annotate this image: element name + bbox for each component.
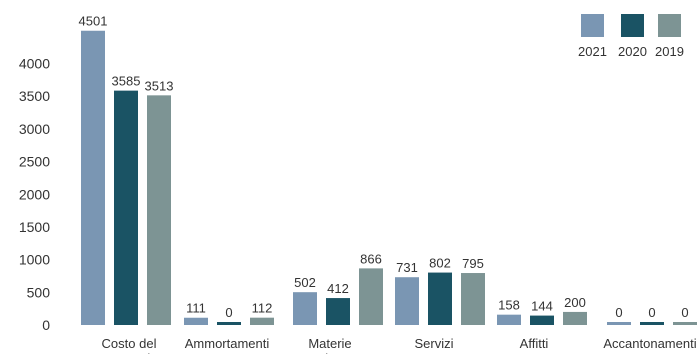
bar-2020-1 [114, 90, 138, 326]
bar-2021-4 [395, 277, 419, 325]
bar-2020-6 [640, 322, 664, 325]
legend-label: 2019 [655, 44, 684, 59]
bar-2021-3 [293, 292, 317, 325]
y-tick-label: 1000 [19, 252, 50, 268]
legend-swatch-2020 [621, 14, 644, 37]
x-category-label-line: Costo del [102, 336, 157, 351]
x-category-label: Accantonamenti [603, 336, 696, 351]
bar-2021-6 [607, 322, 631, 325]
legend-label: 2021 [578, 44, 607, 59]
data-label: 866 [360, 251, 382, 266]
y-tick-label: 2500 [19, 154, 50, 170]
bar-2020-2 [217, 322, 241, 325]
data-label: 144 [531, 299, 553, 314]
bar-2020-3 [326, 298, 350, 325]
bar-2019-4 [461, 273, 485, 325]
bar-2019-2 [250, 317, 274, 325]
data-label: 0 [648, 305, 655, 320]
data-label: 502 [294, 275, 316, 290]
bar-2019-1 [147, 95, 171, 326]
legend-swatch-2021 [581, 14, 604, 37]
data-label: 0 [681, 305, 688, 320]
data-label: 795 [462, 256, 484, 271]
y-tick-label: 3500 [19, 88, 50, 104]
data-label: 3585 [112, 74, 141, 89]
data-label: 731 [396, 260, 418, 275]
bar-2019-6 [673, 322, 697, 325]
bar-2019-5 [563, 311, 587, 325]
x-category-label: Ammortamenti [185, 336, 270, 351]
data-label: 200 [564, 295, 586, 310]
data-label: 111 [186, 301, 206, 316]
y-tick-label: 2000 [19, 186, 50, 202]
data-label: 4501 [79, 14, 108, 29]
y-tick-label: 1500 [19, 219, 50, 235]
data-label: 0 [225, 305, 232, 320]
data-label: 112 [252, 301, 273, 316]
data-label: 158 [498, 298, 520, 313]
x-category-label-line: personale [100, 351, 157, 354]
bar-2020-4 [428, 272, 452, 325]
x-category-label: Affitti [520, 336, 549, 351]
bar-2020-5 [530, 315, 554, 325]
data-label: 802 [429, 256, 451, 271]
x-category-label: Costo delpersonale [100, 336, 157, 354]
data-label: 3513 [145, 78, 174, 93]
bar-2021-2 [184, 317, 208, 325]
data-label: 412 [327, 281, 349, 296]
y-tick-label: 0 [42, 317, 50, 333]
y-tick-label: 3000 [19, 121, 50, 137]
x-category-label: Servizi [414, 336, 453, 351]
x-category-label-line: prime [314, 351, 347, 354]
legend-swatch-2019 [658, 14, 681, 37]
bar-2021-5 [497, 314, 521, 325]
y-tick-label: 4000 [19, 56, 50, 72]
data-label: 0 [615, 305, 622, 320]
y-tick-label: 500 [27, 284, 51, 300]
x-category-label: Materieprime [308, 336, 351, 354]
bar-2021-1 [81, 30, 105, 325]
legend-label: 2020 [618, 44, 647, 59]
x-category-label-line: Materie [308, 336, 351, 351]
bar-2019-3 [359, 268, 383, 325]
